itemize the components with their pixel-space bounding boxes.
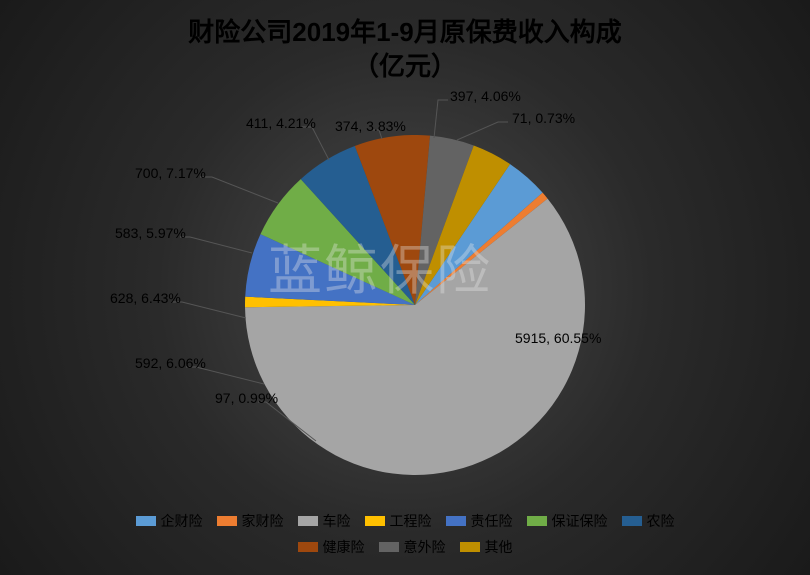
legend-item: 责任险 [446,511,513,531]
leader-line [172,302,246,318]
legend-swatch [365,516,385,526]
legend-item: 保证保险 [527,511,608,531]
chart-container: 财险公司2019年1-9月原保费收入构成 （亿元） 蓝鲸保险 397, 4.06… [0,0,810,575]
legend-swatch [298,542,318,552]
legend-label: 企财险 [161,511,203,531]
legend-swatch [136,516,156,526]
slice-label-0: 397, 4.06% [450,88,521,104]
slice-label-5: 628, 6.43% [110,290,181,306]
legend-item: 车险 [298,511,351,531]
slice-label-8: 411, 4.21% [246,115,316,131]
legend-swatch [446,516,466,526]
slice-label-2: 5915, 60.55% [515,330,601,346]
legend-label: 意外险 [404,537,446,557]
legend-label: 车险 [323,511,351,531]
chart-title: 财险公司2019年1-9月原保费收入构成 （亿元） [0,0,810,84]
legend: 企财险 家财险 车险 工程险 责任险 保证保险 农险健康险 意外险 其他 [0,511,810,557]
legend-label: 农险 [647,511,675,531]
leader-line [180,237,252,253]
legend-label: 家财险 [242,511,284,531]
legend-swatch [379,542,399,552]
legend-item: 意外险 [379,537,446,557]
title-line-2: （亿元） [0,50,810,84]
legend-item: 工程险 [365,511,432,531]
legend-label: 责任险 [471,511,513,531]
pie-chart [245,135,585,475]
slice-label-3: 97, 0.99% [215,390,278,406]
leader-line [434,100,448,138]
legend-label: 保证保险 [552,511,608,531]
slice-label-7: 700, 7.17% [135,165,206,181]
legend-label: 健康险 [323,537,365,557]
title-line-1: 财险公司2019年1-9月原保费收入构成 [0,16,810,50]
slice-label-9: 374, 3.83% [335,118,406,134]
legend-item: 企财险 [136,511,203,531]
legend-swatch [460,542,480,552]
legend-swatch [622,516,642,526]
legend-swatch [527,516,547,526]
legend-label: 工程险 [390,511,432,531]
slice-label-1: 71, 0.73% [512,110,575,126]
slice-label-6: 583, 5.97% [115,225,186,241]
legend-swatch [217,516,237,526]
legend-label: 其他 [485,537,513,557]
legend-swatch [298,516,318,526]
slice-label-4: 592, 6.06% [135,355,206,371]
legend-item: 农险 [622,511,675,531]
legend-item: 健康险 [298,537,365,557]
legend-item: 其他 [460,537,513,557]
legend-item: 家财险 [217,511,284,531]
